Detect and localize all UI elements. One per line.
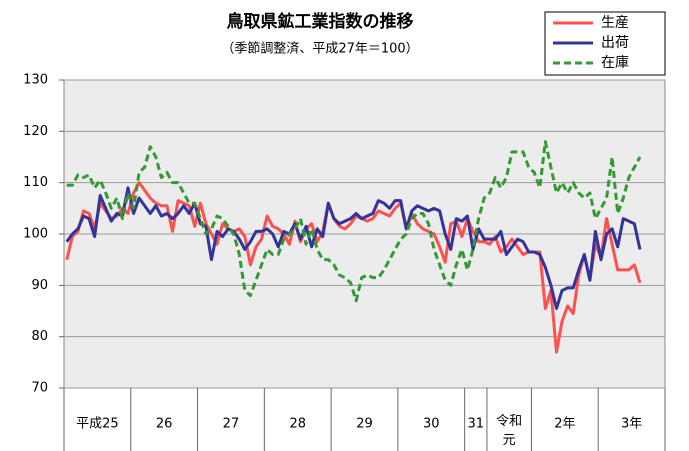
legend-label: 生産 (601, 15, 629, 31)
x-group-label: 28 (289, 417, 306, 432)
y-tick-label: 90 (31, 278, 48, 293)
x-group-label: 29 (356, 417, 373, 432)
legend-label: 在庫 (601, 54, 629, 71)
y-tick-label: 100 (23, 227, 48, 242)
x-group-label: 令和元 (496, 414, 522, 448)
chart-title: 鳥取県鉱工業指数の推移 (227, 11, 414, 32)
chart-subtitle: （季節調整済、平成27年＝100） (221, 41, 418, 57)
y-tick-label: 70 (31, 381, 48, 396)
y-tick-label: 80 (31, 329, 48, 344)
x-group-label: 2年 (554, 417, 575, 432)
series-line (65, 181, 642, 354)
series-line (65, 186, 642, 310)
x-group-label: 3年 (621, 417, 642, 432)
y-tick-label: 120 (23, 124, 48, 139)
x-group-label: 27 (223, 417, 240, 432)
y-tick-label: 110 (23, 175, 48, 190)
x-group-label: 31 (468, 417, 485, 432)
series-line (66, 140, 642, 303)
y-tick-label: 130 (23, 73, 48, 88)
x-group-label: 30 (423, 417, 440, 432)
x-group-label: 平成25 (76, 417, 119, 432)
legend-label: 出荷 (601, 35, 629, 51)
x-group-label: 26 (156, 417, 173, 432)
